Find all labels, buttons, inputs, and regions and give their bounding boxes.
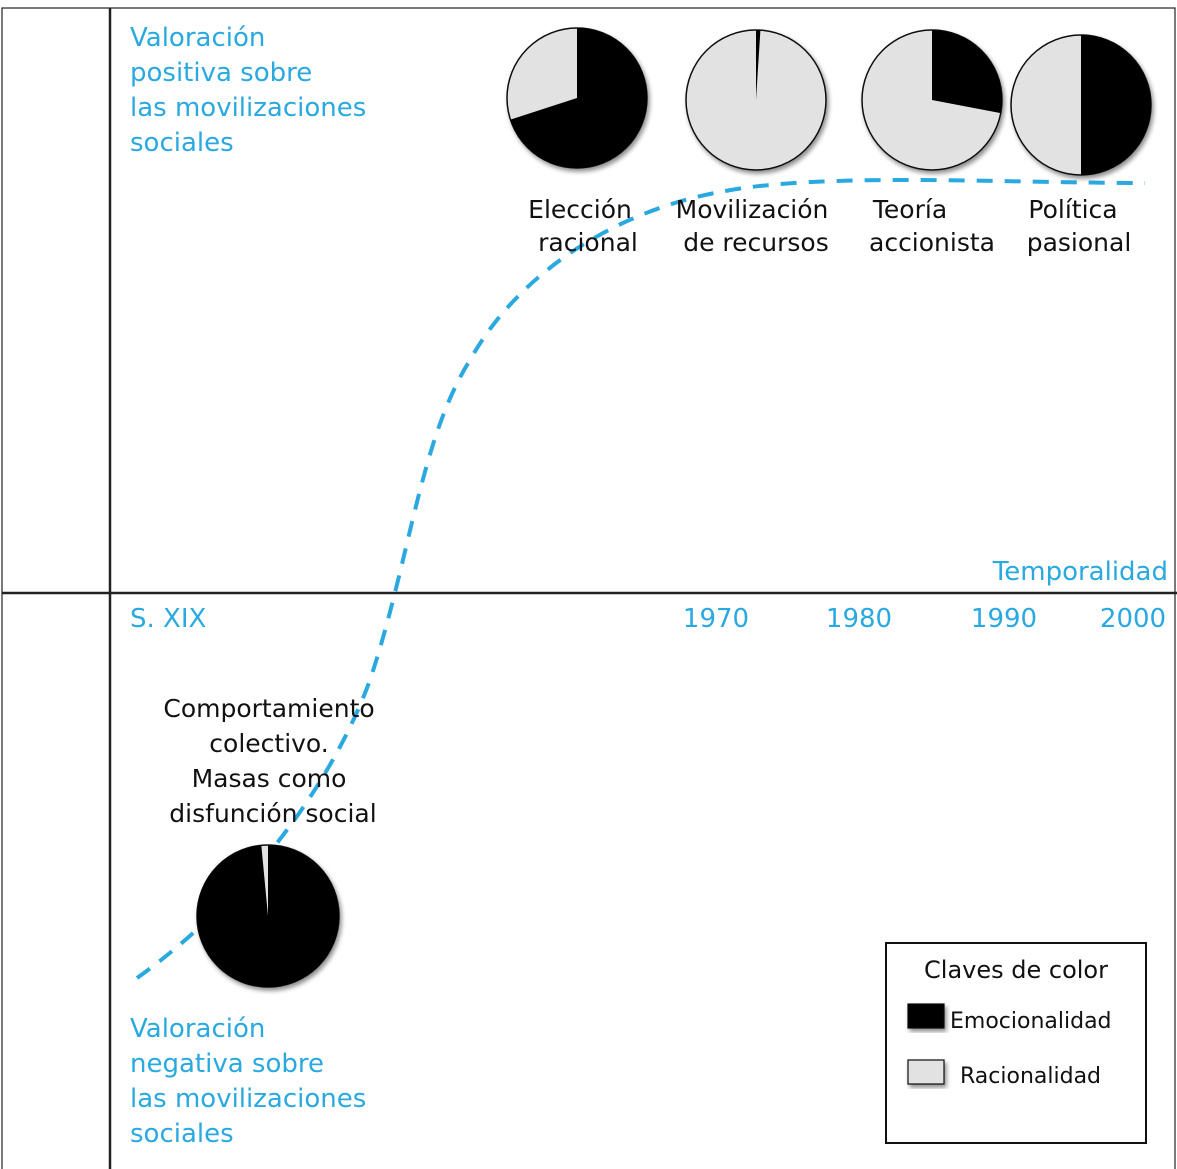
stage-label-politica-pasional: Política pasional <box>1027 195 1132 257</box>
legend-swatch-emocionalidad <box>907 1003 945 1029</box>
pie-politica-pasional <box>1010 34 1152 176</box>
pie-teoria-accionista <box>861 29 1003 171</box>
pie-emotion-slice <box>932 30 1002 114</box>
pie-movilizacion-de-recursos <box>685 29 827 171</box>
pie-comportamiento-colectivo <box>196 844 340 988</box>
legend-title: Claves de color <box>924 956 1108 984</box>
negative-valuation-label: Valoración negativa sobre las movilizaci… <box>130 1014 375 1149</box>
tick-label-1980: 1980 <box>826 604 892 634</box>
tick-label-1990: 1990 <box>971 604 1037 634</box>
positive-valuation-label: Valoración positiva sobre las movilizaci… <box>130 23 375 158</box>
tick-label-s-xix: S. XIX <box>130 604 206 634</box>
legend-box <box>885 942 1147 1144</box>
tick-label-2000: 2000 <box>1100 604 1166 634</box>
x-axis-title: Temporalidad <box>992 557 1168 587</box>
tick-label-1970: 1970 <box>683 604 749 634</box>
valuation-trend-curve <box>135 177 1146 980</box>
pie-emotion-slice <box>510 28 648 169</box>
legend-swatch-racionalidad <box>907 1059 945 1085</box>
legend-label-emocionalidad: Emocionalidad <box>950 1009 1112 1034</box>
legend-label-racionalidad: Racionalidad <box>960 1064 1101 1089</box>
pie-emotion-slice <box>1081 35 1151 175</box>
pie-emotion-slice <box>756 30 761 100</box>
stage-label-teoria-accionista: Teoría accionista <box>869 195 995 257</box>
stage-label-comportamiento-colectivo: Comportamiento colectivo. Masas como dis… <box>163 694 382 828</box>
color-legend: Claves de color Emocionalidad Racionalid… <box>885 942 1147 1144</box>
stage-label-eleccion-racional: Elección racional <box>528 195 640 257</box>
pie-emotion-slice <box>197 845 340 987</box>
pie-eleccion-racional <box>506 27 648 169</box>
stage-label-movilizacion-de-recursos: Movilización de recursos <box>676 195 837 257</box>
